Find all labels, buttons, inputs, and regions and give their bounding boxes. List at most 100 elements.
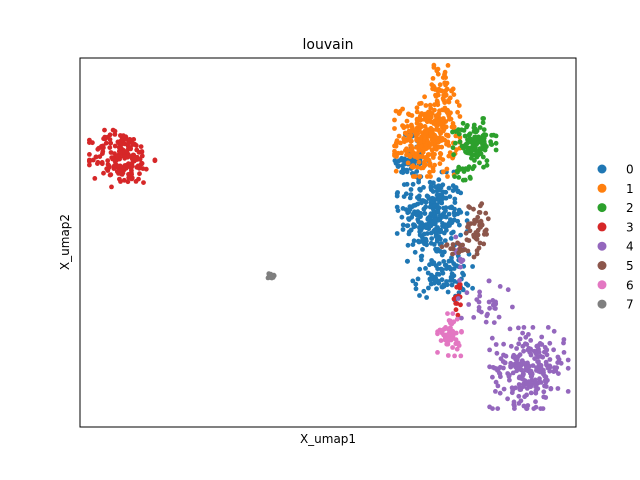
point-cluster-0 (421, 206, 427, 212)
point-cluster-4 (510, 370, 516, 376)
point-cluster-0 (446, 185, 452, 191)
point-cluster-0 (439, 200, 445, 206)
point-cluster-4 (548, 386, 554, 392)
point-cluster-1 (413, 131, 419, 137)
point-cluster-0 (407, 195, 413, 201)
point-cluster-0 (430, 189, 436, 194)
point-cluster-5 (465, 224, 470, 230)
point-cluster-1 (418, 112, 424, 117)
point-cluster-4 (534, 365, 539, 371)
point-cluster-0 (438, 249, 443, 254)
point-cluster-1 (440, 169, 446, 175)
point-cluster-6 (446, 331, 451, 337)
point-cluster-1 (408, 128, 414, 134)
point-cluster-0 (434, 248, 439, 254)
point-cluster-0 (441, 282, 446, 288)
point-cluster-2 (472, 158, 477, 163)
point-cluster-4 (508, 343, 514, 349)
point-cluster-1 (451, 124, 457, 130)
point-cluster-2 (481, 127, 487, 132)
point-cluster-0 (437, 229, 443, 235)
point-cluster-0 (431, 180, 436, 186)
point-cluster-3 (122, 163, 128, 168)
point-cluster-0 (404, 169, 410, 175)
point-cluster-3 (112, 163, 117, 169)
point-cluster-4 (519, 358, 525, 363)
point-cluster-4 (537, 376, 542, 382)
point-cluster-3 (108, 140, 114, 146)
point-cluster-3 (119, 146, 124, 151)
legend-marker-4 (597, 241, 607, 251)
point-cluster-1 (432, 102, 437, 108)
point-cluster-1 (422, 159, 428, 164)
point-cluster-4 (516, 341, 522, 347)
point-cluster-0 (421, 185, 426, 190)
point-cluster-2 (457, 139, 463, 145)
point-cluster-1 (423, 103, 429, 108)
point-cluster-1 (417, 174, 423, 179)
point-cluster-3 (453, 307, 459, 313)
point-cluster-4 (535, 359, 540, 365)
point-cluster-0 (454, 263, 459, 268)
point-cluster-5 (477, 240, 483, 246)
point-cluster-1 (404, 118, 410, 124)
point-cluster-1 (444, 132, 449, 138)
point-cluster-1 (417, 101, 422, 107)
point-cluster-4 (502, 360, 508, 366)
point-cluster-3 (100, 151, 105, 157)
point-cluster-0 (421, 198, 427, 204)
point-cluster-5 (483, 227, 489, 233)
point-cluster-4 (466, 302, 472, 307)
point-cluster-6 (444, 336, 450, 342)
point-cluster-1 (436, 144, 442, 150)
point-cluster-4 (565, 365, 571, 371)
point-cluster-0 (429, 258, 434, 263)
point-cluster-0 (406, 216, 411, 222)
point-cluster-5 (476, 245, 482, 251)
legend-label-6: 6 (626, 278, 634, 292)
point-cluster-0 (413, 281, 419, 287)
point-cluster-4 (542, 373, 548, 379)
point-cluster-4 (453, 234, 459, 240)
point-cluster-1 (416, 127, 422, 133)
point-cluster-4 (479, 309, 484, 315)
point-cluster-1 (437, 82, 443, 88)
point-cluster-5 (460, 242, 465, 248)
point-cluster-4 (517, 352, 523, 358)
point-cluster-0 (416, 239, 422, 245)
point-cluster-7 (266, 274, 272, 279)
point-cluster-1 (438, 121, 443, 127)
point-cluster-3 (139, 149, 145, 154)
point-cluster-4 (489, 335, 495, 341)
point-cluster-4 (514, 357, 520, 363)
point-cluster-4 (490, 374, 495, 380)
plot-frame (79, 57, 577, 428)
point-cluster-4 (531, 406, 537, 411)
point-cluster-2 (462, 133, 468, 139)
point-cluster-3 (124, 149, 130, 154)
point-cluster-5 (485, 216, 491, 222)
point-cluster-2 (493, 140, 499, 146)
point-cluster-3 (121, 133, 126, 139)
point-cluster-4 (530, 325, 536, 330)
point-cluster-5 (474, 236, 480, 242)
point-cluster-3 (133, 143, 139, 148)
point-cluster-4 (561, 350, 567, 355)
point-cluster-1 (434, 98, 440, 104)
point-cluster-1 (423, 111, 428, 117)
point-cluster-0 (429, 220, 435, 226)
point-cluster-4 (501, 386, 507, 392)
legend-marker-2 (597, 203, 607, 213)
point-cluster-4 (542, 378, 548, 383)
point-cluster-1 (457, 114, 463, 119)
point-cluster-1 (392, 126, 397, 131)
point-cluster-5 (471, 206, 476, 212)
point-cluster-1 (406, 112, 412, 118)
point-cluster-4 (525, 365, 531, 371)
point-cluster-3 (139, 153, 145, 159)
point-cluster-2 (479, 141, 485, 146)
point-cluster-4 (544, 362, 549, 367)
point-cluster-1 (434, 120, 439, 126)
point-cluster-2 (460, 177, 466, 183)
